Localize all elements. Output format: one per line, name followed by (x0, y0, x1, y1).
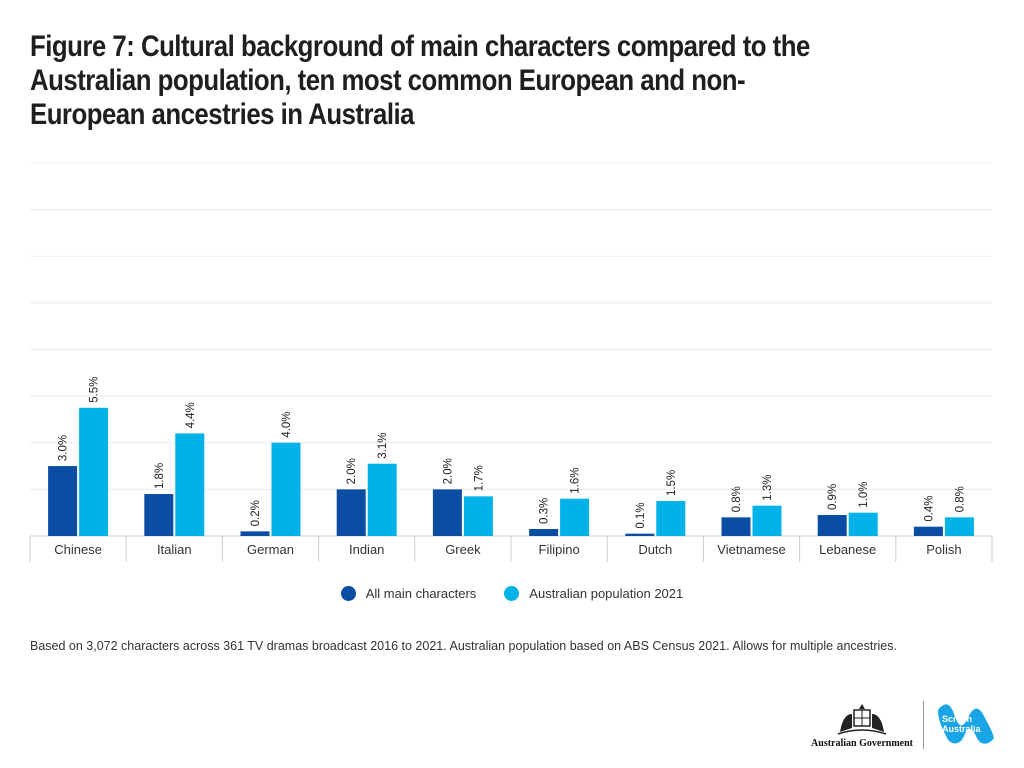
data-label: 0.9% (827, 484, 839, 510)
data-label: 2.0% (346, 458, 358, 484)
legend-label-series-1: All main characters (365, 586, 477, 601)
bar-dutch-series-2 (656, 501, 686, 536)
bar-vietnamese-series-1 (721, 517, 751, 536)
bar-filipino-series-1 (529, 529, 559, 536)
bar-chart: 3.0% 5.5% Chinese 1.8% 4.4% Italian 0.2% 4.0% Ge… (29, 162, 993, 562)
x-tick-label: Lebanese (819, 542, 876, 557)
data-label: 0.2% (250, 500, 262, 526)
chart-title: Figure 7: Cultural background of main ch… (30, 30, 810, 131)
data-label: 5.5% (89, 377, 101, 403)
legend-swatch-series-2 (504, 586, 520, 601)
legend-item-all-main-characters: All main characters (340, 586, 477, 601)
data-label: 1.3% (762, 474, 774, 500)
screen-australia-logo-text: Screen Australia (942, 714, 981, 734)
data-label: 1.8% (154, 463, 166, 489)
bar-indian-series-1 (336, 489, 366, 536)
chart-legend: All main characters Australian populatio… (0, 586, 1024, 601)
bar-vietnamese-series-2 (752, 505, 782, 536)
screen-australia-logo: Screen Australia (934, 700, 996, 750)
data-label: 1.0% (858, 481, 870, 507)
bar-german-series-1 (240, 531, 270, 536)
data-label: 2.0% (442, 458, 454, 484)
data-label: 1.5% (666, 470, 678, 496)
bar-greek-series-1 (432, 489, 462, 536)
x-tick-label: Greek (445, 542, 481, 557)
legend-label-series-2: Australian population 2021 (529, 586, 684, 601)
bar-lebanese-series-2 (848, 512, 878, 536)
bar-italian-series-2 (175, 433, 205, 536)
bar-lebanese-series-1 (817, 515, 847, 536)
bar-chinese-series-1 (48, 466, 78, 536)
data-label: 1.7% (473, 465, 485, 491)
data-label: 0.8% (731, 486, 743, 512)
bar-polish-series-2 (944, 517, 974, 536)
data-label: 4.4% (185, 402, 197, 428)
x-tick-label: Chinese (54, 542, 102, 557)
data-label: 0.3% (539, 498, 551, 524)
bar-chinese-series-2 (79, 407, 109, 536)
data-label: 0.8% (954, 486, 966, 512)
logo-divider (923, 701, 924, 749)
x-tick-label: Dutch (638, 542, 672, 557)
x-tick-label: Indian (349, 542, 384, 557)
bar-greek-series-2 (463, 496, 493, 536)
data-label: 4.0% (281, 412, 293, 438)
logo-bar: Australian Government Screen Australia (811, 700, 996, 750)
legend-item-australian-population: Australian population 2021 (504, 586, 683, 601)
bar-filipino-series-2 (560, 498, 590, 536)
data-label: 0.4% (923, 495, 935, 521)
bar-polish-series-1 (913, 526, 943, 536)
australian-government-logo: Australian Government (811, 702, 913, 749)
bar-german-series-2 (271, 442, 301, 536)
x-tick-label: Polish (926, 542, 961, 557)
government-logo-text: Australian Government (811, 737, 913, 749)
chart-footnote: Based on 3,072 characters across 361 TV … (30, 639, 897, 653)
x-tick-label: German (247, 542, 294, 557)
x-tick-label: Italian (157, 542, 192, 557)
bar-italian-series-1 (144, 494, 174, 536)
x-tick-label: Vietnamese (717, 542, 785, 557)
data-label: 0.1% (635, 502, 647, 528)
legend-swatch-series-1 (340, 586, 356, 601)
data-label: 3.0% (58, 435, 70, 461)
data-label: 3.1% (377, 433, 389, 459)
data-label: 1.6% (570, 467, 582, 493)
coat-of-arms-icon (837, 703, 887, 735)
bar-indian-series-2 (367, 463, 397, 536)
screen-australia-wave-icon (938, 704, 994, 744)
x-tick-label: Filipino (539, 542, 580, 557)
bar-dutch-series-1 (625, 533, 655, 536)
